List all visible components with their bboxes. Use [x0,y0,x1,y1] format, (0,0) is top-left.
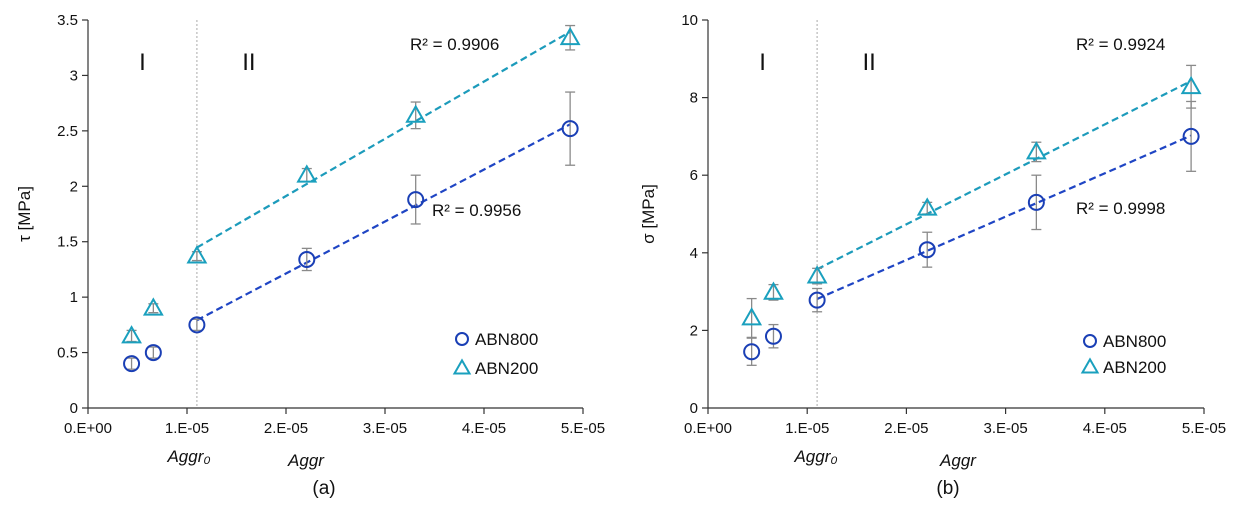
panel-a-y-tick-label: 0.5 [57,345,78,362]
panel-a-y-tick-label: 3 [70,67,78,84]
panel-b-abn200-point [1180,75,1202,95]
panel-a-y-tick-label: 3.5 [57,12,78,29]
panel-b-y-tick-label: 6 [690,167,698,184]
panel-a-abn200-point [186,245,208,264]
panel-a-abn200-point [296,164,318,183]
panel-a-x-marker-label: Aggr₀ [166,447,210,466]
panel-b-abn200-r2-label: R² = 0.9924 [1076,35,1165,54]
panel-b-x-tick-label: 5.E-05 [1182,420,1226,437]
panel-b-y-tick-label: 4 [690,245,698,262]
panel-b-abn800-trendline [816,134,1192,300]
panel-a-region-label: I [139,49,146,76]
panel-a-y-tick-label: 2.5 [57,123,78,140]
panel-a-y-tick-label: 0 [70,400,78,417]
panel-a-x-axis-title: Aggr [287,451,325,470]
panel-b-abn800-point [808,291,826,309]
panel-a-abn800-point [188,316,206,334]
panel-a-y-axis-title: τ [MPa] [15,186,34,242]
panel-a-y-tick-label: 1.5 [57,234,78,251]
panel-a-abn800-point [407,191,425,209]
panel-b-abn800-point [1027,193,1045,211]
panel-a-abn800-point [144,344,162,362]
panel-b-abn200-trendline [816,80,1192,271]
panel-a-abn800-trendline [196,123,571,322]
panel-a-abn800-point [298,250,316,268]
panel-b-abn200-point [1025,141,1047,160]
panel-b-abn200-point [916,197,938,216]
panel-b-x-tick-label: 4.E-05 [1083,420,1127,437]
panel-a-abn800-point [123,355,141,373]
panel-b-y-tick-label: 8 [690,90,698,107]
panel-b-x-tick-label: 2.E-05 [884,420,928,437]
panel-a-abn800-point [561,120,579,138]
panel-b-legend-marker-abn200 [1080,357,1100,374]
panel-a-y-tick-label: 1 [70,289,78,306]
panel-b-abn800-point [918,241,936,259]
panel-b-abn800-point [1182,127,1200,145]
panel-b-x-tick-label: 1.E-05 [785,420,829,437]
panel-b-region-label: I [759,49,766,76]
panel-b-region-label: II [862,49,875,76]
panel-a-abn800-r2-label: R² = 0.9956 [432,201,521,220]
panel-b-abn200-point [806,265,828,284]
panel-a-x-tick-label: 0.E+00 [64,420,112,437]
panel-a-legend-label-abn800: ABN800 [475,330,538,349]
panel-a-x-tick-label: 3.E-05 [363,420,407,437]
panel-b-y-axis-title: σ [MPa] [639,184,658,244]
panel-b-x-tick-label: 0.E+00 [684,420,732,437]
panel-a-region-label: II [242,49,255,76]
panel-a-caption: (a) [312,478,335,499]
panel-a-x-tick-label: 4.E-05 [462,420,506,437]
panel-b-abn800-r2-label: R² = 0.9998 [1076,199,1165,218]
panel-b-abn800-point [743,343,761,361]
panel-b-y-tick-label: 2 [690,322,698,339]
panel-a-x-tick-label: 1.E-05 [165,420,209,437]
panel-b-abn200-point [741,307,763,326]
panel-b-legend-marker-abn800 [1083,334,1097,348]
panel-a-abn200-point [559,26,581,46]
panel-b-x-axis-title: Aggr [939,451,977,470]
panel-b-legend-label-abn800: ABN800 [1103,332,1166,351]
panel-b-caption: (b) [936,478,959,499]
panel-b-x-marker-label: Aggr₀ [793,447,837,466]
panel-a-y-tick-label: 2 [70,178,78,195]
panel-b-abn200-point [763,281,784,300]
panel-b-legend-label-abn200: ABN200 [1103,358,1166,377]
panel-b-y-tick-label: 0 [690,400,698,417]
panel-a-abn200-trendline [196,30,571,249]
panel-a-legend-label-abn200: ABN200 [475,359,538,378]
panel-a-abn200-point [142,297,164,316]
panel-a-legend-marker-abn200 [452,358,472,375]
panel-a-x-tick-label: 5.E-05 [561,420,605,437]
panel-a-legend-marker-abn800 [455,332,469,346]
panel-a-x-tick-label: 2.E-05 [264,420,308,437]
panel-a-abn200-r2-label: R² = 0.9906 [410,35,499,54]
panel-b-x-tick-label: 3.E-05 [983,420,1027,437]
panel-a-abn200-point [405,104,427,123]
panel-b-y-tick-label: 10 [681,12,698,29]
panel-a-abn200-point [121,325,142,344]
panel-b-abn800-point [764,327,782,345]
